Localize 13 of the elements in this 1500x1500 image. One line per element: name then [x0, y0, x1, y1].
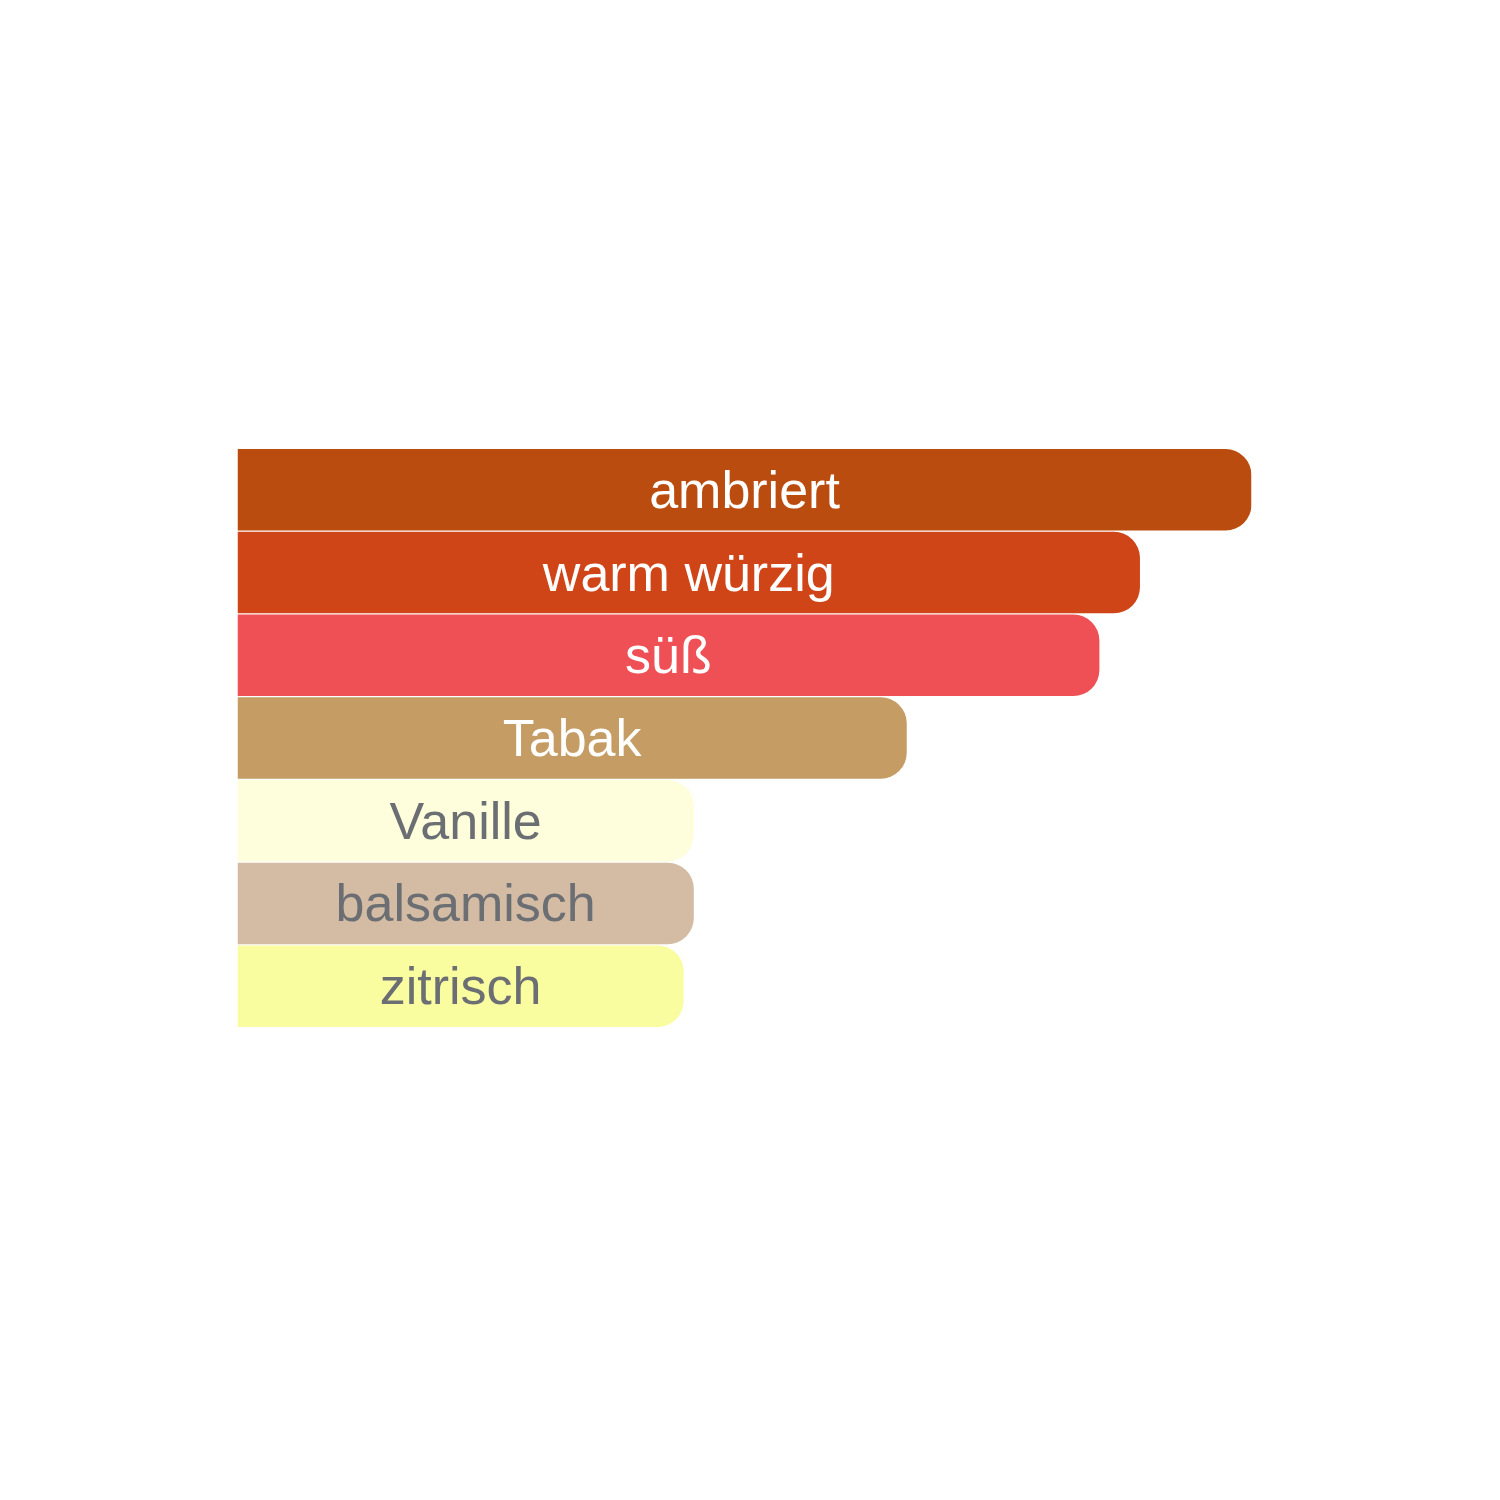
y-tick-label: süß	[625, 626, 712, 685]
y-tick-label: zitrisch	[379, 957, 542, 1016]
y-tick-label: Vanille	[389, 791, 542, 850]
y-tick-label: warm würzig	[541, 543, 835, 602]
bar	[237, 945, 684, 1027]
bar	[237, 779, 694, 862]
bar	[237, 614, 1100, 697]
bar	[237, 449, 1252, 531]
bar	[237, 697, 907, 779]
y-tick-label: ambriert	[649, 460, 841, 519]
y-tick-label: Tabak	[502, 709, 643, 767]
y-tick-label: balsamisch	[335, 874, 596, 933]
bar	[237, 531, 1140, 614]
